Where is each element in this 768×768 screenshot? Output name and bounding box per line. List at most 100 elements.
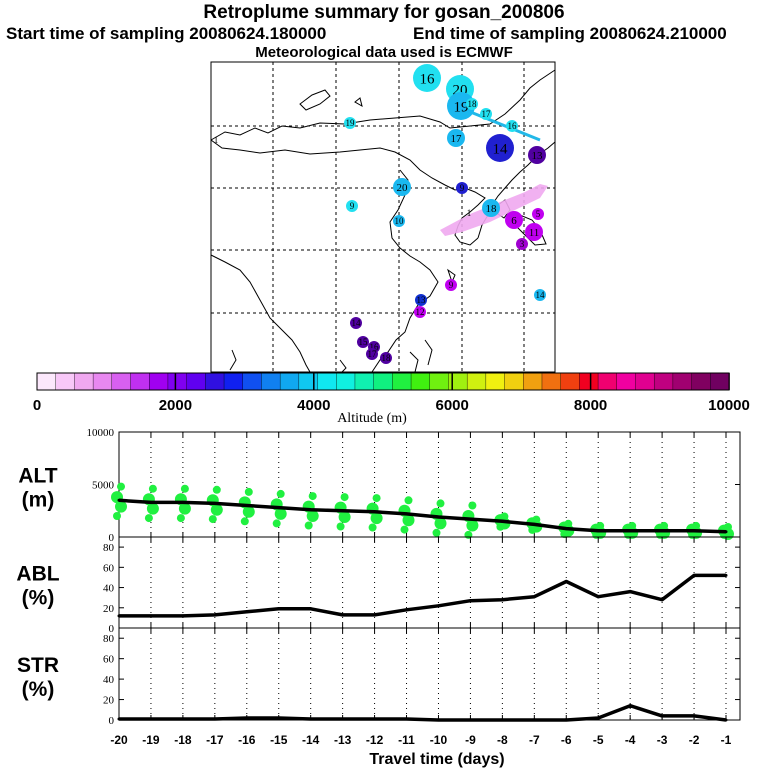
x-tick-label: -19 <box>142 733 160 747</box>
map-point-label: 16 <box>420 71 436 87</box>
altitude-scatter-point <box>660 521 669 530</box>
colorbar-cell <box>466 372 487 391</box>
series-point <box>724 718 728 722</box>
panel-unit-label: (m) <box>22 489 55 512</box>
y-tick-label: 0 <box>109 715 115 727</box>
colorbar-cell <box>317 372 338 391</box>
x-tick-label: -20 <box>110 733 128 747</box>
series-point <box>724 573 728 577</box>
altitude-scatter-point <box>306 510 319 522</box>
colorbar-tick-label: 10000 <box>708 397 750 414</box>
series-point <box>724 530 728 534</box>
series-point <box>117 498 121 502</box>
series-point <box>213 613 217 617</box>
altitude-scatter-point <box>464 530 473 539</box>
series-point <box>692 529 696 533</box>
x-tick-label: -3 <box>657 733 668 747</box>
shared-x-axis: -20 -19 -18 -17 -16 -15 -14 -13 -12 -11 -10 -9 -8 -7 -… <box>110 733 731 747</box>
altitude-scatter-point <box>144 514 153 523</box>
map-point-marker <box>447 92 475 120</box>
colorbar-cell <box>504 372 525 391</box>
series-point <box>660 598 664 602</box>
colorbar-cell <box>261 372 281 391</box>
series-point <box>341 509 345 513</box>
map-point-marker <box>366 348 378 360</box>
colorbar-tick-label: 4000 <box>297 397 330 414</box>
series-point <box>341 613 345 617</box>
series-point <box>628 704 632 708</box>
chart-title: Retroplume summary for gosan_200806 <box>203 2 565 23</box>
map-point-label: 19 <box>454 99 469 115</box>
x-tick-label: -7 <box>529 733 540 747</box>
series-point <box>596 595 600 599</box>
colorbar-cell <box>111 372 132 391</box>
series-point <box>596 716 600 720</box>
map-point-marker <box>380 352 392 364</box>
x-axis-title: Travel time (days) <box>369 751 504 768</box>
map-point-marker <box>414 306 426 318</box>
colorbar-cell <box>205 372 225 391</box>
colorbar-cell <box>149 372 169 391</box>
series-point <box>277 607 281 611</box>
series-point <box>437 604 440 608</box>
colorbar-tick-label: 8000 <box>574 397 607 414</box>
map-point-label: 17 <box>451 133 463 145</box>
altitude-scatter-point <box>402 514 415 527</box>
altitude-scatter-point <box>146 502 159 515</box>
y-tick-label: 20 <box>103 603 115 615</box>
series-point <box>181 614 185 618</box>
y-tick-label: 20 <box>103 695 115 707</box>
colorbar-cell <box>74 372 94 391</box>
altitude-scatter-point <box>210 503 223 516</box>
series-point <box>437 718 440 722</box>
series-point <box>181 717 185 721</box>
series-point <box>245 610 249 614</box>
altitude-scatter-point <box>628 521 637 530</box>
altitude-scatter-point <box>276 489 285 498</box>
x-tick-label: -9 <box>465 733 476 747</box>
series-point <box>181 500 185 504</box>
altitude-scatter-point <box>178 502 191 515</box>
series-point <box>468 517 472 521</box>
altitude-scatter-point <box>336 522 345 531</box>
series-point <box>628 590 632 594</box>
altitude-scatter-point <box>308 492 317 501</box>
map-point-label: 11 <box>529 227 540 239</box>
map-point-marker <box>506 120 518 132</box>
series-point <box>532 522 536 526</box>
x-tick-label: -4 <box>625 733 636 747</box>
altitude-scatter-point <box>500 512 509 521</box>
altitude-scatter-point <box>436 499 445 508</box>
panel-frame <box>118 627 741 721</box>
series-point <box>628 529 632 533</box>
x-tick-label: -8 <box>497 733 508 747</box>
x-tick-label: -18 <box>174 733 192 747</box>
altitude-scatter-point <box>117 482 125 491</box>
series-point <box>564 580 568 583</box>
series-point <box>405 608 408 612</box>
x-tick-label: -10 <box>430 733 448 747</box>
colorbar-cell <box>448 372 468 391</box>
x-tick-label: -17 <box>206 733 224 747</box>
colorbar-cell <box>55 372 76 391</box>
colorbar-cell <box>298 372 319 391</box>
map-point-marker <box>447 129 465 147</box>
series-point <box>660 714 664 718</box>
met-data-label: Meteorological data used is ECMWF <box>255 44 513 61</box>
colorbar-cell <box>635 372 655 391</box>
colorbar-tick-label: 0 <box>33 397 41 414</box>
colorbar-cell <box>92 372 113 391</box>
altitude-scatter-point <box>180 484 189 493</box>
colorbar-cell <box>354 372 375 391</box>
map-point-marker <box>350 317 362 329</box>
series-point <box>564 527 568 531</box>
series-point <box>373 510 377 514</box>
y-tick-label: 0 <box>109 623 115 635</box>
x-tick-label: -2 <box>689 733 700 747</box>
colorbar-cell <box>597 372 618 391</box>
series-point <box>149 500 153 504</box>
map-point-marker <box>466 98 478 110</box>
colorbar-cell <box>429 372 450 391</box>
series-point <box>373 717 377 721</box>
panel-abl: 80 60 40 20 0 ABL(%) <box>16 536 741 635</box>
